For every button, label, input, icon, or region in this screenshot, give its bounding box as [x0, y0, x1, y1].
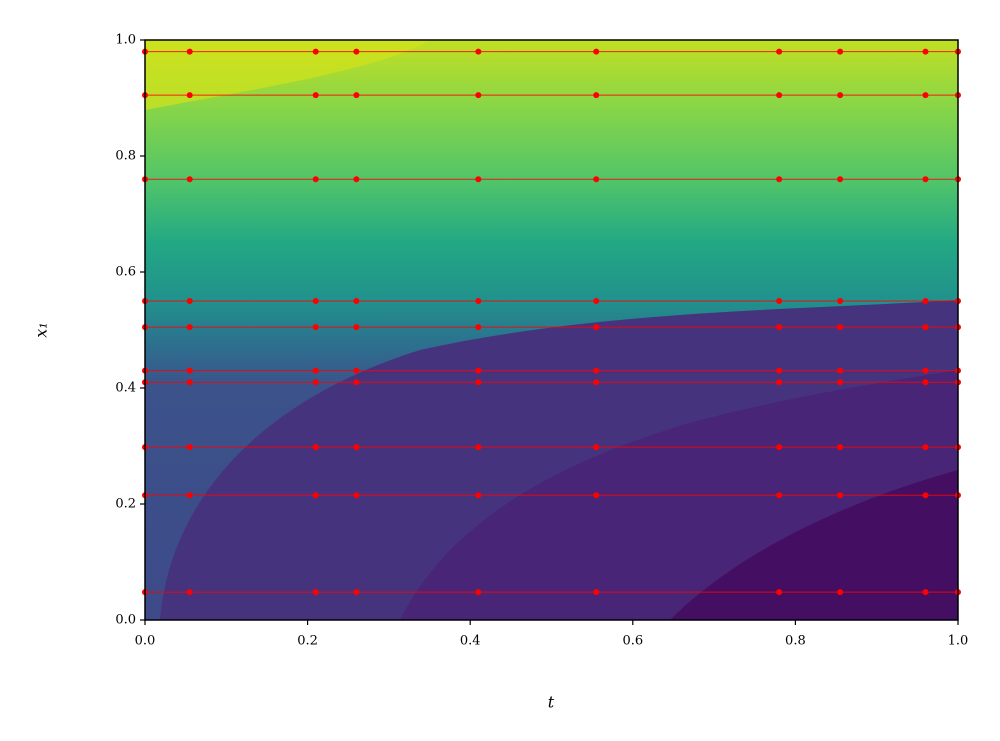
- trajectory-point: [837, 298, 844, 304]
- trajectory-point: [353, 367, 360, 374]
- trajectory-point: [312, 444, 319, 451]
- y-tick-label: 0.6: [115, 265, 136, 280]
- trajectory-point: [776, 324, 783, 331]
- trajectory-point: [593, 298, 600, 304]
- x-tick-label: 0.8: [785, 634, 806, 649]
- trajectory-point: [593, 444, 600, 451]
- trajectory-point: [186, 298, 193, 304]
- trajectory-point: [776, 298, 783, 304]
- trajectory-point: [593, 492, 600, 499]
- trajectory-point: [353, 92, 360, 99]
- trajectory-point: [776, 444, 783, 451]
- trajectory-point: [593, 176, 600, 183]
- trajectory-point: [837, 92, 844, 99]
- y-tick-label: 0.0: [115, 613, 136, 628]
- trajectory-point: [186, 176, 193, 183]
- trajectory-point: [776, 589, 783, 596]
- trajectory-point: [837, 492, 844, 499]
- trajectory-point: [312, 367, 319, 374]
- trajectory-point: [922, 492, 929, 499]
- plot-area: [142, 48, 961, 596]
- trajectory-point: [353, 589, 360, 596]
- y-axis-label: x₁: [32, 322, 51, 337]
- trajectory-point: [353, 48, 360, 55]
- trajectory-point: [475, 298, 482, 304]
- x-tick-label: 0.6: [622, 634, 643, 649]
- trajectory-point: [593, 379, 600, 386]
- x-tick-label: 0.2: [297, 634, 318, 649]
- trajectory-point: [312, 48, 319, 55]
- trajectory-point: [837, 176, 844, 183]
- trajectory-point: [475, 92, 482, 99]
- trajectory-point: [776, 379, 783, 386]
- y-tick-label: 0.4: [115, 381, 136, 396]
- trajectory-point: [837, 367, 844, 374]
- trajectory-point: [593, 367, 600, 374]
- trajectory-point: [776, 48, 783, 55]
- trajectory-point: [186, 48, 193, 55]
- trajectory-point: [186, 589, 193, 596]
- trajectory-point: [922, 176, 929, 183]
- trajectory-point: [837, 48, 844, 55]
- trajectory-point: [312, 379, 319, 386]
- trajectory-point: [922, 48, 929, 55]
- axes-frame: [144, 39, 959, 621]
- trajectory-point: [312, 589, 319, 596]
- x-tick-label: 1.0: [948, 634, 969, 649]
- trajectory-point: [776, 176, 783, 183]
- trajectory-point: [837, 589, 844, 596]
- trajectory-point: [312, 176, 319, 183]
- trajectory-point: [475, 324, 482, 331]
- trajectory-point: [837, 379, 844, 386]
- trajectory-point: [475, 48, 482, 55]
- x-tick-label: 0.0: [135, 634, 156, 649]
- trajectory-point: [922, 379, 929, 386]
- trajectory-point: [922, 444, 929, 451]
- trajectory-point: [475, 444, 482, 451]
- trajectory-point: [776, 92, 783, 99]
- trajectory-point: [475, 367, 482, 374]
- y-tick-label: 1.0: [115, 33, 136, 48]
- trajectory-point: [922, 589, 929, 596]
- x-axis-label: t: [548, 693, 555, 712]
- trajectory-point: [922, 324, 929, 331]
- trajectory-point: [593, 324, 600, 331]
- trajectory-point: [353, 324, 360, 331]
- trajectory-point: [186, 444, 193, 451]
- trajectory-point: [776, 492, 783, 499]
- trajectory-point: [593, 48, 600, 55]
- trajectory-point: [312, 92, 319, 99]
- trajectory-point: [475, 176, 482, 183]
- y-tick-label: 0.8: [115, 149, 136, 164]
- trajectory-point: [353, 492, 360, 499]
- contour-field: [145, 40, 958, 620]
- trajectory-point: [593, 92, 600, 99]
- trajectory-point: [922, 298, 929, 304]
- trajectory-point: [186, 492, 193, 499]
- trajectory-point: [186, 324, 193, 331]
- trajectory-point: [353, 444, 360, 451]
- trajectory-point: [593, 589, 600, 596]
- trajectory-point: [837, 324, 844, 331]
- trajectory-point: [353, 176, 360, 183]
- trajectory-point: [922, 367, 929, 374]
- trajectory-point: [312, 492, 319, 499]
- trajectory-point: [312, 298, 319, 304]
- trajectory-point: [353, 298, 360, 304]
- trajectory-point: [186, 367, 193, 374]
- trajectory-point: [475, 379, 482, 386]
- trajectory-point: [186, 379, 193, 386]
- trajectory-point: [475, 589, 482, 596]
- x-tick-label: 0.4: [460, 634, 481, 649]
- trajectory-point: [186, 92, 193, 99]
- y-tick-label: 0.2: [115, 497, 136, 512]
- trajectory-point: [922, 92, 929, 99]
- trajectory-point: [312, 324, 319, 331]
- trajectory-point: [475, 492, 482, 499]
- trajectory-point: [353, 379, 360, 386]
- trajectory-point: [837, 444, 844, 451]
- trajectory-point: [776, 367, 783, 374]
